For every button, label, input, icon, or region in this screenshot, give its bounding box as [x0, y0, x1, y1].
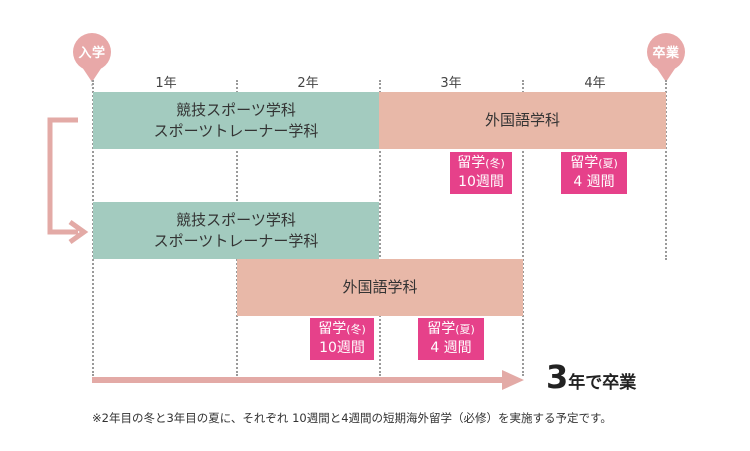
graduation-badge: 卒業	[644, 32, 688, 88]
track1-sports-line1: 競技スポーツ学科	[176, 100, 296, 119]
graduation-pin-icon	[647, 33, 685, 82]
grid-line-year4-end	[665, 80, 667, 260]
grid-line-year2-end	[379, 80, 381, 376]
track1-tag1-title: 留学	[457, 155, 486, 171]
graduation-years-number: 3	[546, 358, 569, 396]
graduation-summary: 3年で卒業	[546, 358, 636, 396]
track1-sports-bar: 競技スポーツ学科 スポーツトレーナー学科	[93, 92, 379, 149]
track2-study-abroad-summer-tag: 留学(夏) 4 週間	[418, 318, 484, 360]
track2-tag2-title: 留学	[427, 321, 456, 337]
graduation-label: 卒業	[652, 46, 680, 61]
track1-tag1-season: (冬)	[485, 157, 505, 170]
track2-study-abroad-winter-tag: 留学(冬) 10週間	[310, 318, 374, 360]
year-2-label: 2年	[297, 76, 319, 91]
track2-sports-bar: 競技スポーツ学科 スポーツトレーナー学科	[93, 202, 379, 259]
track1-tag2-season: (夏)	[598, 157, 618, 170]
track2-foreign-language-bar: 外国語学科	[237, 259, 523, 316]
track-connector-arrow-icon	[47, 117, 89, 245]
track1-sports-line2: スポーツトレーナー学科	[153, 121, 319, 140]
grid-line-year3-end	[522, 80, 524, 376]
track1-tag1-duration: 10週間	[458, 174, 504, 190]
graduation-years-text: 年で卒業	[568, 373, 637, 393]
duration-arrow-icon	[92, 370, 524, 390]
track2-tag1-title: 留学	[318, 321, 347, 337]
track2-foreign-language-label: 外国語学科	[342, 278, 418, 296]
track2-sports-line1: 競技スポーツ学科	[176, 210, 296, 229]
track1-foreign-language-bar: 外国語学科	[379, 92, 666, 149]
track1-tag2-duration: 4 週間	[573, 174, 615, 190]
track1-tag2-title: 留学	[570, 155, 599, 171]
track1-study-abroad-winter-tag: 留学(冬) 10週間	[450, 152, 512, 194]
track2-tag2-season: (夏)	[455, 323, 475, 336]
entry-label: 入学	[78, 46, 106, 61]
track1-study-abroad-summer-tag: 留学(夏) 4 週間	[561, 152, 627, 194]
year-1-label: 1年	[155, 76, 177, 91]
track2-tag1-season: (冬)	[346, 323, 366, 336]
year-4-label: 4年	[584, 76, 606, 91]
track2-sports-line2: スポーツトレーナー学科	[153, 231, 319, 250]
track2-tag1-duration: 10週間	[319, 340, 365, 356]
year-3-label: 3年	[440, 76, 462, 91]
track2-tag2-duration: 4 週間	[430, 340, 472, 356]
footnote: ※2年目の冬と3年目の夏に、それぞれ 10週間と4週間の短期海外留学（必修）を実…	[92, 411, 612, 425]
track1-foreign-language-label: 外国語学科	[484, 111, 560, 129]
entry-badge: 入学	[70, 32, 114, 88]
